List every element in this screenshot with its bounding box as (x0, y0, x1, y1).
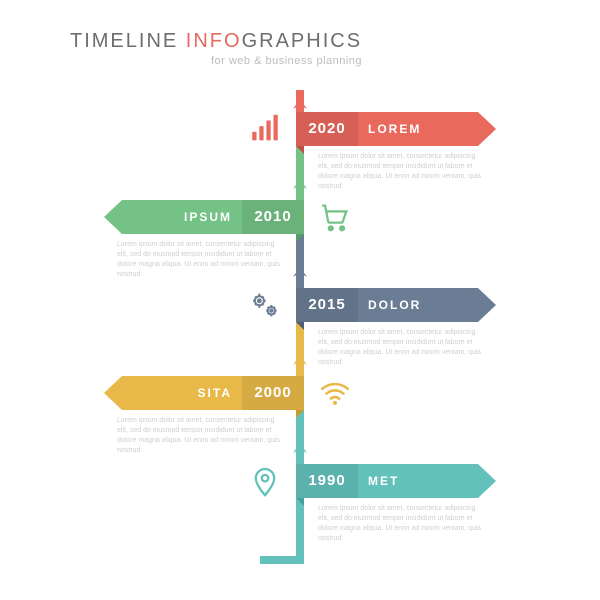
sign-year: 1990 (296, 464, 358, 498)
page-title: TIMELINE INFOGRAPHICS (70, 30, 362, 53)
sign-fold (296, 146, 304, 154)
sign-year: 2020 (296, 112, 358, 146)
stem-chevron (293, 176, 307, 186)
timeline-copy: Lorem ipsum dolor sit amet, consectetur … (318, 328, 483, 369)
sign-label: LOREM (368, 112, 421, 146)
stem-chevron (293, 352, 307, 362)
timeline-copy: Lorem ipsum dolor sit amet, consectetur … (117, 416, 282, 457)
sign-year: 2015 (296, 288, 358, 322)
sign-arrow-tip (478, 464, 496, 498)
sign-arrow-tip (478, 112, 496, 146)
sign-fold (296, 322, 304, 330)
timeline-sign: 2020 LOREM (296, 112, 496, 146)
timeline-copy: Lorem ipsum dolor sit amet, consectetur … (318, 504, 483, 545)
sign-fold (296, 498, 304, 506)
cart-icon (318, 200, 352, 234)
stem-chevron (293, 440, 307, 450)
sign-label: MET (368, 464, 399, 498)
stem-segment (296, 322, 304, 378)
timeline-sign: 2010 IPSUM (104, 200, 304, 234)
stem-segment (296, 146, 304, 202)
title-accent: INFO (186, 30, 242, 52)
sign-year: 2000 (242, 376, 304, 410)
stem-chevron (293, 264, 307, 274)
gears-icon (248, 288, 282, 322)
timeline-copy: Lorem ipsum dolor sit amet, consectetur … (117, 240, 282, 281)
sign-fold (296, 410, 304, 418)
sign-year: 2010 (242, 200, 304, 234)
page-subtitle: for web & business planning (70, 55, 362, 67)
stem-segment (296, 234, 304, 290)
sign-arrow-tip (478, 288, 496, 322)
pin-icon (248, 464, 282, 498)
sign-label: SITA (198, 376, 232, 410)
timeline-foot (260, 556, 304, 564)
timeline-sign: 1990 MET (296, 464, 496, 498)
sign-label: DOLOR (368, 288, 421, 322)
title-post: GRAPHICS (242, 30, 362, 52)
sign-label: IPSUM (184, 200, 232, 234)
sign-fold (296, 234, 304, 242)
header: TIMELINE INFOGRAPHICS for web & business… (70, 30, 362, 67)
timeline-infographic: TIMELINE INFOGRAPHICS for web & business… (0, 0, 600, 600)
timeline-copy: Lorem ipsum dolor sit amet, consectetur … (318, 152, 483, 193)
wifi-icon (318, 376, 352, 410)
sign-arrow-tip (104, 376, 122, 410)
timeline-sign: 2015 DOLOR (296, 288, 496, 322)
title-pre: TIMELINE (70, 30, 186, 52)
bars-icon (248, 112, 282, 146)
stem-chevron (293, 96, 307, 106)
timeline-sign: 2000 SITA (104, 376, 304, 410)
sign-arrow-tip (104, 200, 122, 234)
